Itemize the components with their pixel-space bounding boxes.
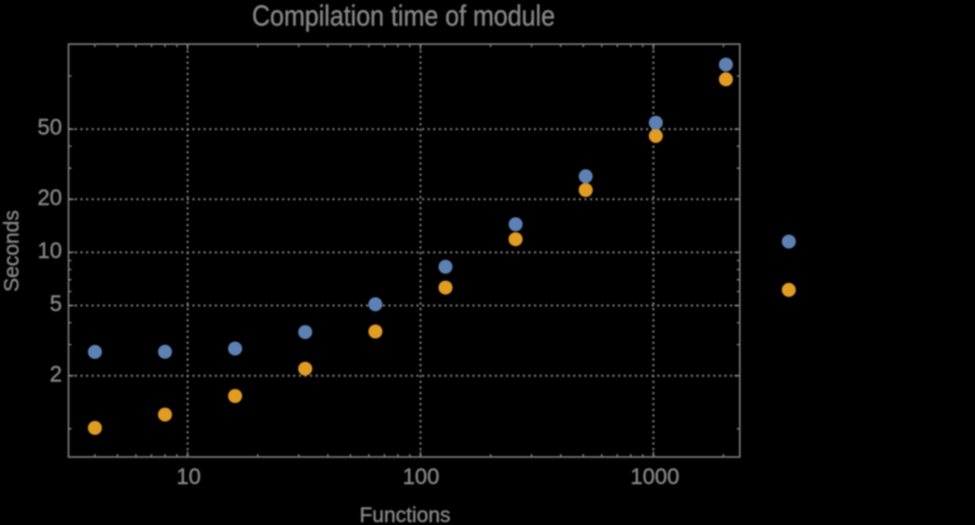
svg-text:Functions: Functions: [359, 504, 450, 525]
svg-text:Compilation time of module: Compilation time of module: [252, 0, 555, 32]
svg-text:10: 10: [38, 238, 62, 263]
svg-text:100: 100: [403, 464, 440, 489]
svg-text:10: 10: [176, 464, 200, 489]
svg-text:5: 5: [50, 291, 62, 316]
svg-text:20: 20: [38, 185, 62, 210]
svg-text:1000: 1000: [630, 464, 679, 489]
svg-text:50: 50: [38, 115, 62, 140]
svg-text:Seconds: Seconds: [1, 210, 24, 292]
svg-text:2: 2: [50, 361, 62, 386]
